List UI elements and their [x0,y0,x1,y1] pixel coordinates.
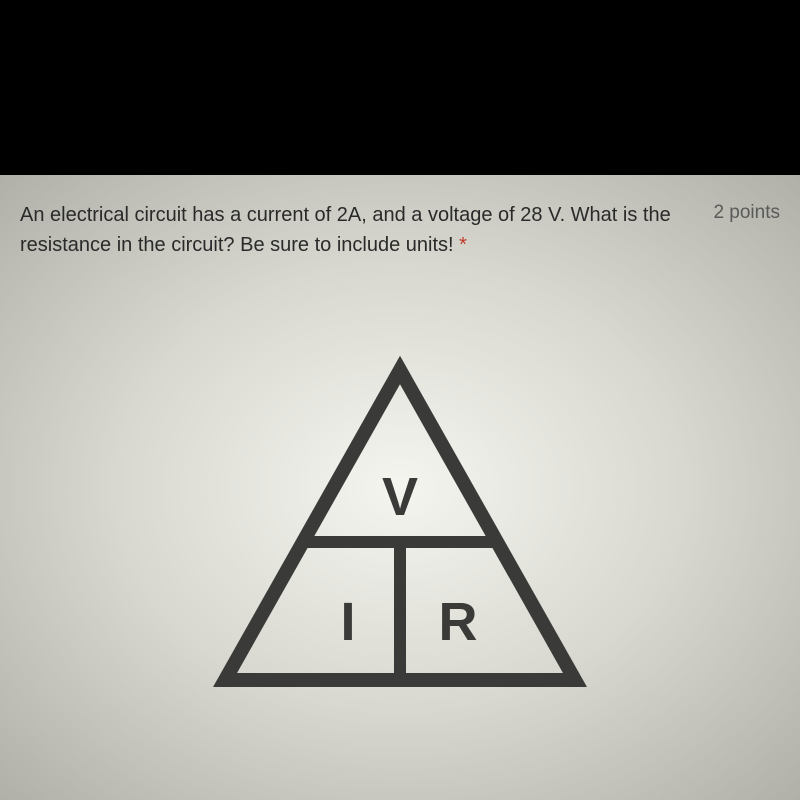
content-area: An electrical circuit has a current of 2… [0,175,800,800]
question-line1: An electrical circuit has a current of 2… [20,204,671,226]
points-label: 2 points [713,200,780,224]
top-black-bar [0,0,800,175]
question-row: An electrical circuit has a current of 2… [20,200,780,260]
question-text: An electrical circuit has a current of 2… [20,200,693,260]
triangle-container: V I R [20,355,780,695]
label-r: R [439,592,478,652]
label-v: V [382,467,418,527]
question-line2: resistance in the circuit? Be sure to in… [20,234,454,256]
ohms-law-triangle: V I R [210,355,590,695]
required-marker: * [459,234,467,256]
label-i: I [340,592,355,652]
